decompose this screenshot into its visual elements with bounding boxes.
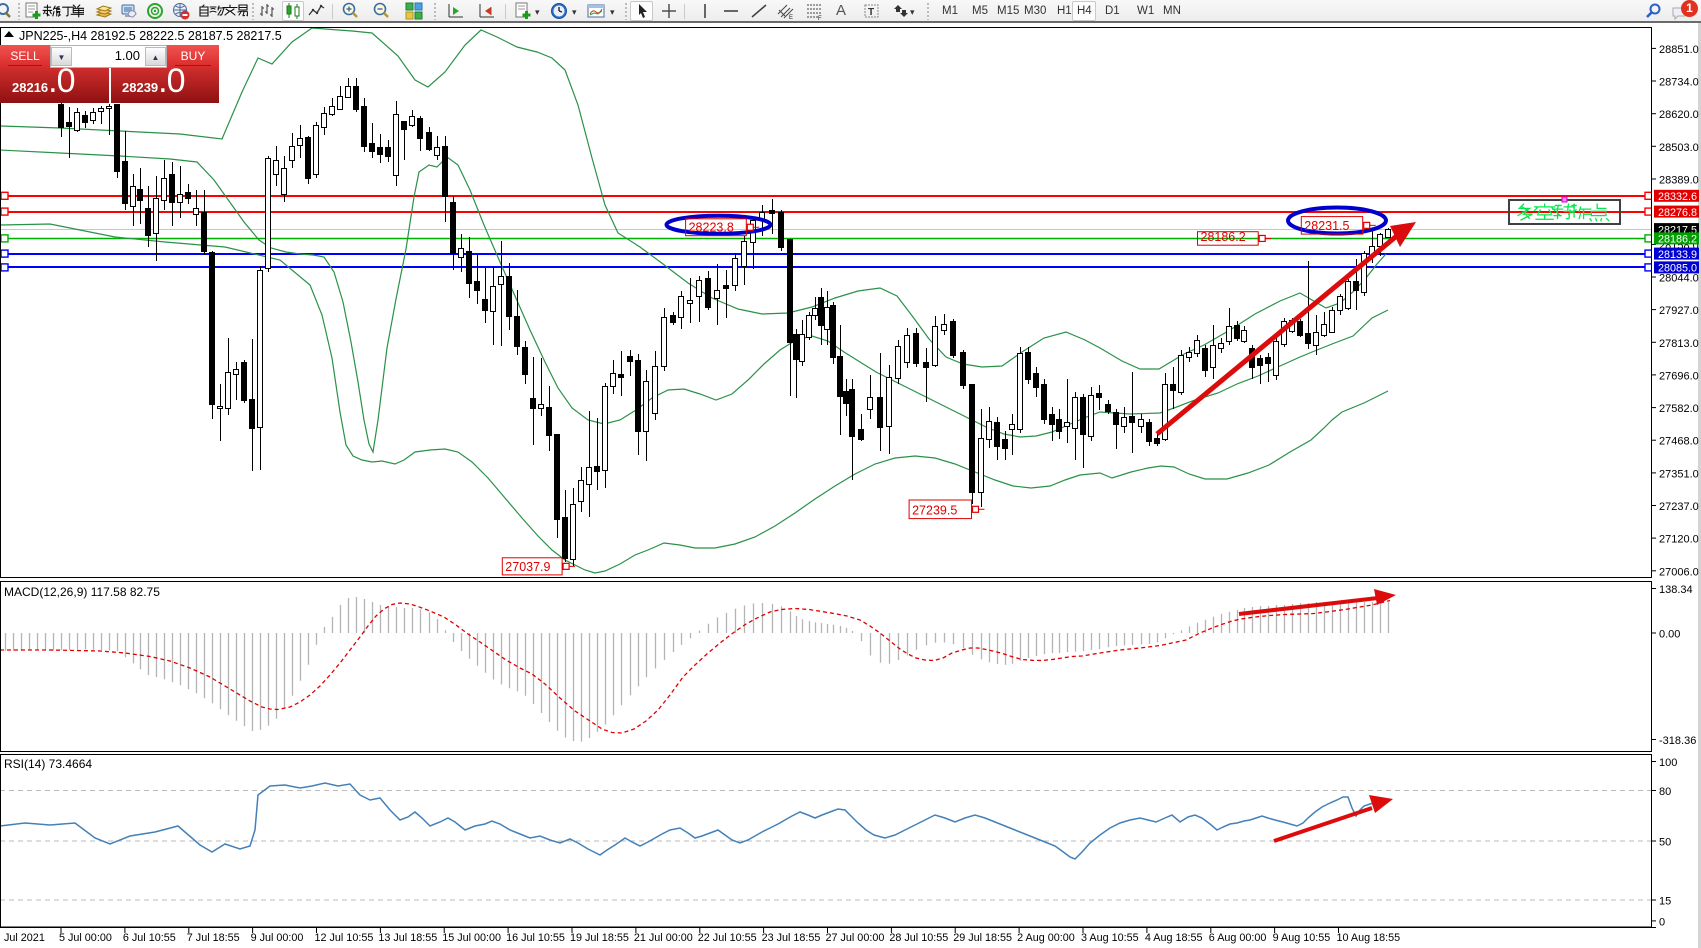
svg-text:29 Jul 18:55: 29 Jul 18:55	[953, 932, 1012, 944]
svg-text:JPN225-,H4 28192.5 28222.5 28: JPN225-,H4 28192.5 28222.5 28187.5 28217…	[19, 29, 282, 43]
svg-text:28734.0: 28734.0	[1659, 77, 1699, 89]
svg-text:28332.6: 28332.6	[1658, 191, 1697, 203]
svg-text:RSI(14) 73.4664: RSI(14) 73.4664	[4, 757, 92, 771]
svg-text:28620.0: 28620.0	[1659, 109, 1699, 121]
svg-text:3 Aug 10:55: 3 Aug 10:55	[1081, 932, 1139, 944]
svg-text:19 Jul 18:55: 19 Jul 18:55	[570, 932, 629, 944]
svg-text:138.34: 138.34	[1659, 584, 1693, 596]
svg-text:6 Jul 10:55: 6 Jul 10:55	[123, 932, 176, 944]
svg-text:27237.0: 27237.0	[1659, 501, 1699, 513]
svg-text:50: 50	[1659, 837, 1671, 849]
svg-text:27037.9: 27037.9	[505, 560, 550, 574]
svg-text:28223.8: 28223.8	[689, 221, 734, 235]
svg-text:4 Aug 18:55: 4 Aug 18:55	[1145, 932, 1203, 944]
svg-text:27696.0: 27696.0	[1659, 370, 1699, 382]
svg-text:Jul 2021: Jul 2021	[4, 932, 45, 944]
svg-text:21 Jul 00:00: 21 Jul 00:00	[634, 932, 693, 944]
svg-text:13 Jul 18:55: 13 Jul 18:55	[378, 932, 437, 944]
svg-text:15 Jul 00:00: 15 Jul 00:00	[442, 932, 501, 944]
svg-text:28231.5: 28231.5	[1304, 219, 1349, 233]
svg-text:27239.5: 27239.5	[912, 504, 957, 518]
svg-text:27813.0: 27813.0	[1659, 338, 1699, 350]
svg-text:15: 15	[1659, 896, 1671, 908]
svg-text:28085.0: 28085.0	[1658, 263, 1697, 275]
svg-text:22 Jul 10:55: 22 Jul 10:55	[698, 932, 757, 944]
svg-text:28 Jul 10:55: 28 Jul 10:55	[889, 932, 948, 944]
svg-text:MACD(12,26,9) 117.58 82.75: MACD(12,26,9) 117.58 82.75	[4, 585, 160, 599]
svg-text:28389.0: 28389.0	[1659, 175, 1699, 187]
svg-text:7 Jul 18:55: 7 Jul 18:55	[187, 932, 240, 944]
svg-text:28044.0: 28044.0	[1659, 273, 1699, 285]
svg-text:28186.2: 28186.2	[1201, 230, 1246, 244]
svg-text:28133.9: 28133.9	[1658, 249, 1697, 261]
svg-text:80: 80	[1659, 786, 1671, 798]
svg-text:F: F	[818, 16, 822, 20]
svg-text:6 Aug 00:00: 6 Aug 00:00	[1209, 932, 1267, 944]
svg-text:9 Jul 00:00: 9 Jul 00:00	[251, 932, 304, 944]
svg-text:12 Jul 10:55: 12 Jul 10:55	[315, 932, 374, 944]
svg-text:27120.0: 27120.0	[1659, 534, 1699, 546]
svg-text:28186.2: 28186.2	[1658, 234, 1697, 246]
svg-text:E: E	[789, 15, 793, 20]
svg-text:2 Aug 00:00: 2 Aug 00:00	[1017, 932, 1075, 944]
svg-text:27006.0: 27006.0	[1659, 566, 1699, 578]
svg-text:T: T	[868, 7, 874, 18]
svg-text:27927.0: 27927.0	[1659, 305, 1699, 317]
svg-text:27468.0: 27468.0	[1659, 436, 1699, 448]
svg-text:27351.0: 27351.0	[1659, 468, 1699, 480]
svg-text:27 Jul 00:00: 27 Jul 00:00	[826, 932, 885, 944]
svg-text:5 Jul 00:00: 5 Jul 00:00	[59, 932, 112, 944]
svg-text:23 Jul 18:55: 23 Jul 18:55	[762, 932, 821, 944]
svg-text:28851.0: 28851.0	[1659, 44, 1699, 56]
svg-text:9 Aug 10:55: 9 Aug 10:55	[1273, 932, 1331, 944]
svg-text:10 Aug 18:55: 10 Aug 18:55	[1337, 932, 1401, 944]
svg-text:27582.0: 27582.0	[1659, 403, 1699, 415]
svg-text:28276.8: 28276.8	[1658, 207, 1697, 219]
svg-text:100: 100	[1659, 757, 1677, 769]
svg-text:16 Jul 10:55: 16 Jul 10:55	[506, 932, 565, 944]
svg-text:-318.36: -318.36	[1659, 735, 1696, 747]
svg-text:28503.0: 28503.0	[1659, 142, 1699, 154]
svg-text:0.00: 0.00	[1659, 629, 1680, 641]
svg-text:0: 0	[1659, 916, 1665, 928]
